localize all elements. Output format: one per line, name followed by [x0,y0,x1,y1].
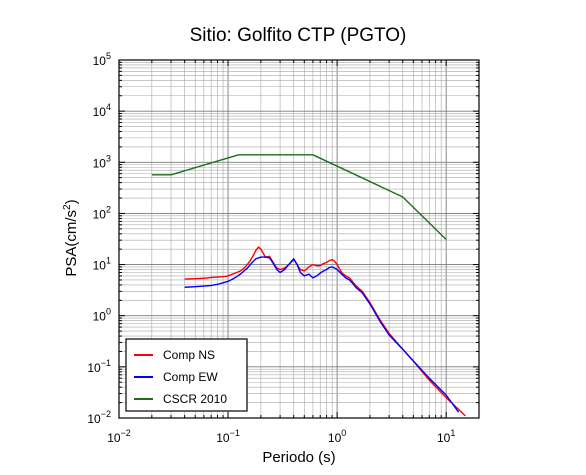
y-tick-label: 105 [93,51,111,68]
x-tick-label: 100 [328,428,346,445]
tick-labels: 10−2 10−1 100 101 10−2 10−1 100 101 102 103 104 105 [87,51,455,445]
legend-label: CSCR 2010 [163,392,227,406]
legend-label: Comp NS [163,348,215,362]
y-tick-label: 102 [93,204,111,221]
y-tick-label: 100 [93,307,111,324]
y-tick-label: 10−1 [87,358,111,375]
x-axis-label: Periodo (s) [262,449,335,466]
series-lines [151,154,466,417]
plot-frame [118,59,480,419]
series-comp-ew-line [184,256,460,413]
y-axis-label: PSA(cm/s2) [62,199,80,276]
legend: Comp NS Comp EW CSCR 2010 [125,338,248,412]
y-tick-label: 10−2 [87,409,111,426]
y-tick-label: 101 [93,256,111,273]
legend-label: Comp EW [163,370,218,384]
axis-ticks [118,59,480,419]
series-cscr-2010-line [151,154,447,240]
x-tick-label: 10−2 [107,428,131,445]
y-tick-label: 103 [93,153,111,170]
x-tick-label: 101 [437,428,455,445]
x-tick-label: 10−1 [216,428,240,445]
y-tick-label: 104 [93,102,111,119]
chart-title: Sitio: Golfito CTP (PGTO) [190,25,407,46]
